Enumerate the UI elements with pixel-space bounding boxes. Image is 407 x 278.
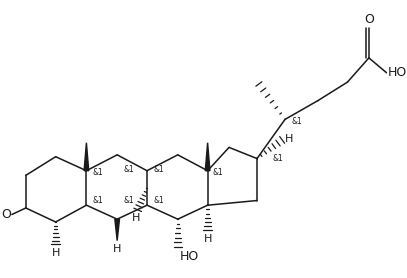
- Text: &1: &1: [93, 196, 104, 205]
- Text: H: H: [113, 244, 121, 254]
- Text: &1: &1: [273, 154, 284, 163]
- Text: &1: &1: [291, 117, 302, 126]
- Text: &1: &1: [153, 196, 164, 205]
- Text: &1: &1: [153, 165, 164, 174]
- Text: HO: HO: [179, 250, 199, 263]
- Text: H: H: [285, 134, 293, 144]
- Polygon shape: [115, 219, 120, 241]
- Text: HO: HO: [387, 66, 407, 79]
- Text: H: H: [131, 213, 140, 223]
- Text: &1: &1: [124, 165, 134, 174]
- Text: &1: &1: [212, 168, 223, 177]
- Text: H: H: [204, 234, 212, 244]
- Polygon shape: [84, 143, 89, 171]
- Polygon shape: [205, 143, 210, 171]
- Text: H: H: [51, 248, 60, 258]
- Text: O: O: [1, 208, 11, 221]
- Text: &1: &1: [93, 168, 104, 177]
- Text: O: O: [364, 13, 374, 26]
- Text: &1: &1: [124, 196, 134, 205]
